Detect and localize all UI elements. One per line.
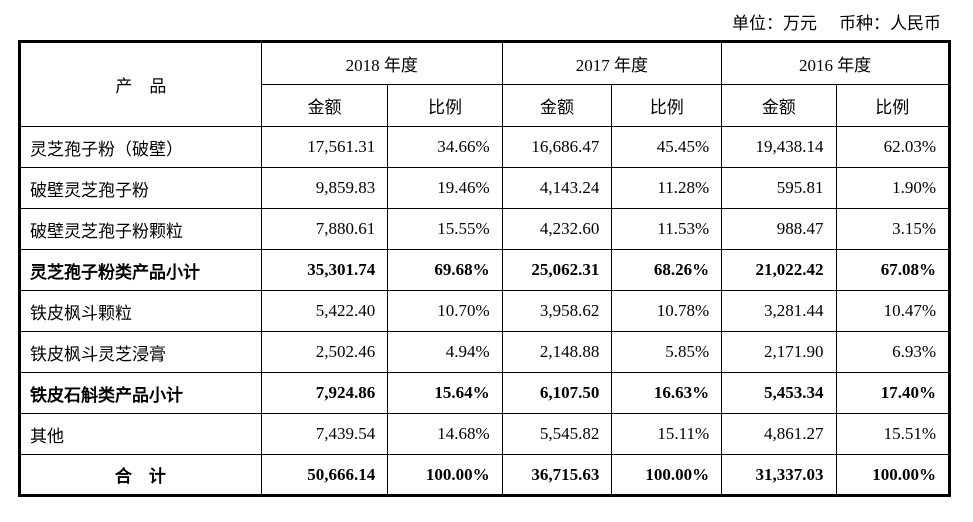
table-row: 铁皮石斛类产品小计 7,924.86 15.64% 6,107.50 16.63% 5,4… — [19, 372, 950, 414]
amount-cell: 9,859.83 — [260, 167, 389, 209]
ratio-cell: 15.64% — [387, 372, 503, 414]
amount-cell: 3,958.62 — [501, 290, 613, 332]
amount-cell: 17,561.31 — [260, 126, 389, 168]
amount-cell: 2,502.46 — [260, 331, 389, 373]
ratio-cell: 15.55% — [387, 208, 503, 250]
product-cell: 破壁灵芝孢子粉 — [19, 167, 262, 209]
year-header-row: 产 品 2018 年度 2017 年度 2016 年度 — [19, 41, 950, 127]
total-row: 合 计 50,666.14 100.00% 36,715.63 100.00% 31,33… — [19, 454, 950, 496]
ratio-cell: 10.78% — [611, 290, 723, 332]
ratio-cell: 6.93% — [835, 331, 950, 373]
table-row: 灵芝孢子粉（破壁） 17,561.31 34.66% 16,686.47 45.45% 1… — [19, 126, 950, 168]
table-row: 破壁灵芝孢子粉颗粒 7,880.61 15.55% 4,232.60 11.53% 988… — [19, 208, 950, 250]
amount-cell: 595.81 — [721, 167, 837, 209]
ratio-cell: 11.28% — [611, 167, 723, 209]
amount-cell: 2,171.90 — [721, 331, 837, 373]
amount-cell: 25,062.31 — [501, 249, 613, 291]
ratio-cell: 17.40% — [835, 372, 950, 414]
table-row: 破壁灵芝孢子粉 9,859.83 19.46% 4,143.24 11.28% 595.8… — [19, 167, 950, 209]
ratio-cell: 11.53% — [611, 208, 723, 250]
ratio-cell: 45.45% — [611, 126, 723, 168]
product-cell: 铁皮枫斗颗粒 — [19, 290, 262, 332]
amount-cell: 988.47 — [721, 208, 837, 250]
amount-header-2016: 金额 — [721, 84, 837, 127]
product-cell: 灵芝孢子粉类产品小计 — [19, 249, 262, 291]
ratio-cell: 68.26% — [611, 249, 723, 291]
ratio-cell: 34.66% — [387, 126, 503, 168]
ratio-cell: 62.03% — [835, 126, 950, 168]
product-cell: 破壁灵芝孢子粉颗粒 — [19, 208, 262, 250]
ratio-cell: 15.51% — [835, 413, 950, 455]
product-cell: 其他 — [19, 413, 262, 455]
ratio-cell: 69.68% — [387, 249, 503, 291]
ratio-header-2017: 比例 — [611, 84, 723, 127]
ratio-header-2016: 比例 — [835, 84, 950, 127]
ratio-header-2018: 比例 — [387, 84, 503, 127]
amount-cell: 7,924.86 — [260, 372, 389, 414]
amount-cell: 3,281.44 — [721, 290, 837, 332]
revenue-table: 产 品 2018 年度 2017 年度 2016 年度 金额 比例 金额 比例 … — [18, 40, 951, 497]
amount-cell: 5,422.40 — [260, 290, 389, 332]
year-header-2016: 2016 年度 — [721, 41, 950, 85]
ratio-cell: 19.46% — [387, 167, 503, 209]
table-row: 灵芝孢子粉类产品小计 35,301.74 69.68% 25,062.31 68.26%… — [19, 249, 950, 291]
ratio-cell: 1.90% — [835, 167, 950, 209]
product-column-header: 产 品 — [19, 41, 262, 127]
ratio-cell: 100.00% — [611, 454, 723, 496]
table-row: 其他 7,439.54 14.68% 5,545.82 15.11% 4,861.27 15… — [19, 413, 950, 455]
ratio-cell: 100.00% — [387, 454, 503, 496]
table-header: 产 品 2018 年度 2017 年度 2016 年度 金额 比例 金额 比例 … — [19, 41, 950, 127]
amount-cell: 50,666.14 — [260, 454, 389, 496]
amount-cell: 35,301.74 — [260, 249, 389, 291]
amount-header-2018: 金额 — [260, 84, 389, 127]
currency-label: 币种：人民币 — [839, 14, 941, 33]
amount-cell: 5,545.82 — [501, 413, 613, 455]
amount-cell: 21,022.42 — [721, 249, 837, 291]
product-cell: 合 计 — [19, 454, 262, 496]
amount-cell: 36,715.63 — [501, 454, 613, 496]
ratio-cell: 3.15% — [835, 208, 950, 250]
amount-cell: 4,861.27 — [721, 413, 837, 455]
unit-label: 单位：万元 — [732, 14, 817, 33]
ratio-cell: 10.70% — [387, 290, 503, 332]
year-header-2017: 2017 年度 — [501, 41, 723, 85]
amount-cell: 4,232.60 — [501, 208, 613, 250]
ratio-cell: 100.00% — [835, 454, 950, 496]
amount-cell: 7,880.61 — [260, 208, 389, 250]
unit-annotation: 单位：万元 币种：人民币 — [732, 9, 941, 34]
ratio-cell: 16.63% — [611, 372, 723, 414]
ratio-cell: 14.68% — [387, 413, 503, 455]
amount-cell: 6,107.50 — [501, 372, 613, 414]
product-cell: 铁皮枫斗灵芝浸膏 — [19, 331, 262, 373]
amount-cell: 4,143.24 — [501, 167, 613, 209]
product-cell: 灵芝孢子粉（破壁） — [19, 126, 262, 168]
ratio-cell: 67.08% — [835, 249, 950, 291]
ratio-cell: 5.85% — [611, 331, 723, 373]
amount-cell: 16,686.47 — [501, 126, 613, 168]
amount-cell: 19,438.14 — [721, 126, 837, 168]
table-row: 铁皮枫斗颗粒 5,422.40 10.70% 3,958.62 10.78% 3,281.… — [19, 290, 950, 332]
year-header-2018: 2018 年度 — [260, 41, 503, 85]
amount-cell: 5,453.34 — [721, 372, 837, 414]
ratio-cell: 15.11% — [611, 413, 723, 455]
sub-header-row: 金额 比例 金额 比例 金额 比例 — [20, 84, 950, 127]
ratio-cell: 4.94% — [387, 331, 503, 373]
amount-cell: 31,337.03 — [721, 454, 837, 496]
ratio-cell: 10.47% — [835, 290, 950, 332]
amount-cell: 7,439.54 — [260, 413, 389, 455]
table-row: 铁皮枫斗灵芝浸膏 2,502.46 4.94% 2,148.88 5.85% 2,171.… — [19, 331, 950, 373]
amount-cell: 2,148.88 — [501, 331, 613, 373]
table-body: 灵芝孢子粉（破壁） 17,561.31 34.66% 16,686.47 45.45% 1… — [19, 126, 950, 496]
product-cell: 铁皮石斛类产品小计 — [19, 372, 262, 414]
amount-header-2017: 金额 — [501, 84, 613, 127]
